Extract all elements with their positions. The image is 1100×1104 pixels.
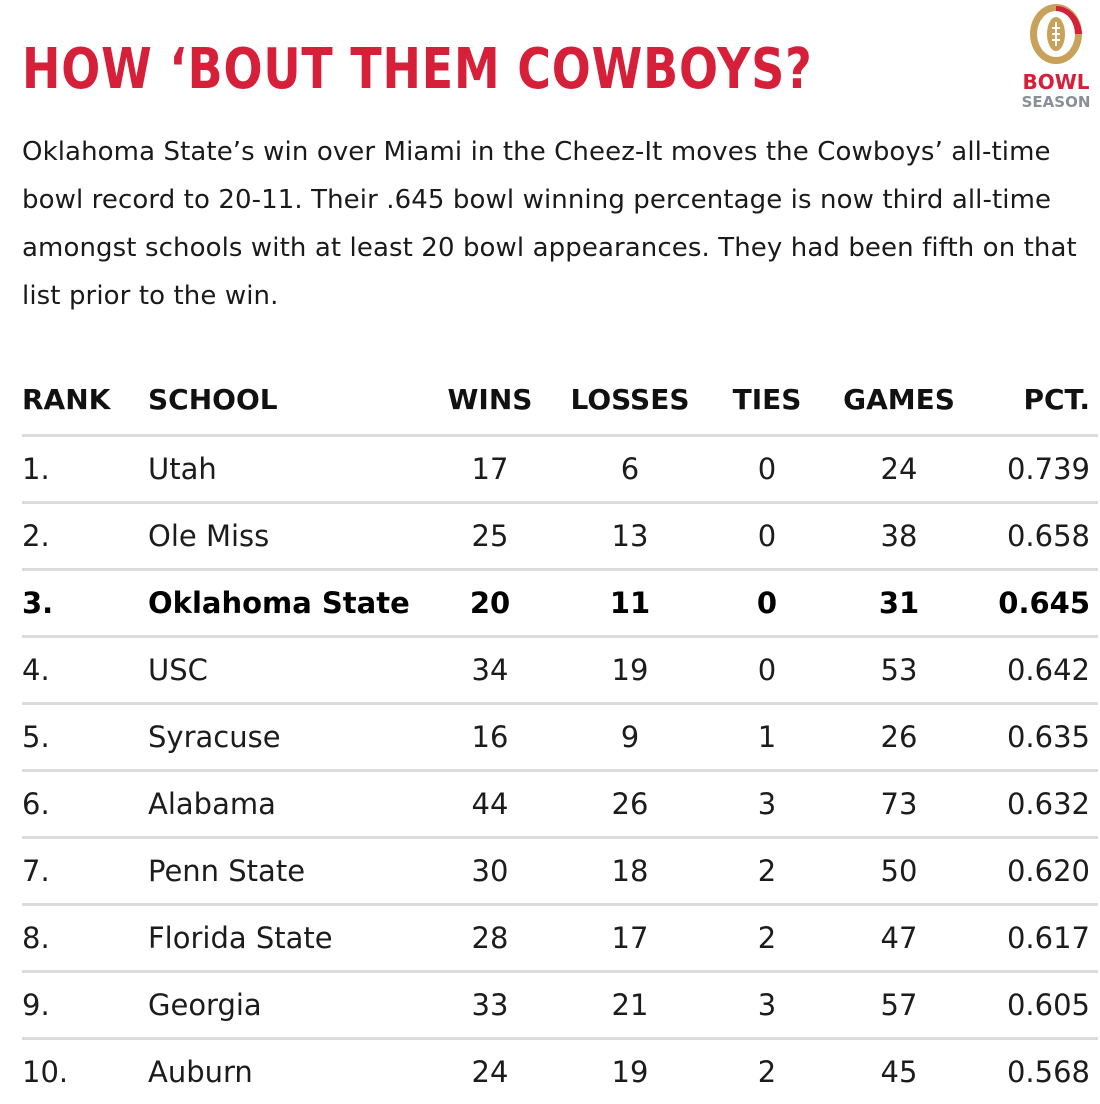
cell-rank: 7. bbox=[22, 854, 50, 888]
cell-games: 50 bbox=[880, 854, 918, 888]
cell-pct: 0.642 bbox=[1006, 653, 1090, 687]
cell-ties: 2 bbox=[757, 854, 777, 888]
cell-rank: 2. bbox=[22, 519, 50, 553]
cell-pct: 0.645 bbox=[998, 586, 1090, 620]
cell-rank: 9. bbox=[22, 988, 50, 1022]
cell-rank: 6. bbox=[22, 787, 50, 821]
header-ties: TIES bbox=[732, 383, 802, 416]
cell-games: 24 bbox=[880, 452, 918, 486]
cell-school: Ole Miss bbox=[148, 519, 270, 553]
header-wins: WINS bbox=[447, 383, 533, 416]
cell-ties: 0 bbox=[757, 452, 777, 486]
cell-pct: 0.658 bbox=[1006, 519, 1090, 553]
cell-school: Oklahoma State bbox=[148, 586, 410, 620]
cell-school: USC bbox=[148, 653, 208, 687]
table-row: 5. Syracuse 16 9 1 26 0.635 bbox=[22, 702, 1098, 769]
table-row: 1. Utah 17 6 0 24 0.739 bbox=[22, 434, 1098, 501]
cell-wins: 28 bbox=[471, 921, 509, 955]
cell-ties: 0 bbox=[757, 653, 777, 687]
header-losses: LOSSES bbox=[570, 383, 690, 416]
cell-pct: 0.739 bbox=[1006, 452, 1090, 486]
cell-losses: 13 bbox=[611, 519, 649, 553]
cell-ties: 0 bbox=[756, 586, 778, 620]
table-row: 7. Penn State 30 18 2 50 0.620 bbox=[22, 836, 1098, 903]
cell-school: Auburn bbox=[148, 1055, 253, 1089]
table-header-row: RANK SCHOOL WINS LOSSES TIES GAMES PCT. bbox=[22, 370, 1098, 434]
cell-rank: 1. bbox=[22, 452, 50, 486]
table-row-highlighted: 3. Oklahoma State 20 11 0 31 0.645 bbox=[22, 568, 1098, 635]
cell-ties: 1 bbox=[757, 720, 777, 754]
table-row: 10. Auburn 24 19 2 45 0.568 bbox=[22, 1037, 1098, 1104]
header-pct: PCT. bbox=[1023, 383, 1090, 416]
headline: HOW ‘BOUT THEM COWBOYS? bbox=[22, 37, 813, 102]
cell-pct: 0.617 bbox=[1006, 921, 1090, 955]
cell-rank: 5. bbox=[22, 720, 50, 754]
cell-losses: 17 bbox=[611, 921, 649, 955]
cell-pct: 0.620 bbox=[1006, 854, 1090, 888]
header-games: GAMES bbox=[843, 383, 955, 416]
table-row: 6. Alabama 44 26 3 73 0.632 bbox=[22, 769, 1098, 836]
intro-paragraph: Oklahoma State’s win over Miami in the C… bbox=[22, 137, 1077, 311]
table-row: 2. Ole Miss 25 13 0 38 0.658 bbox=[22, 501, 1098, 568]
cell-school: Alabama bbox=[148, 787, 276, 821]
cell-rank: 4. bbox=[22, 653, 50, 687]
cell-rank: 8. bbox=[22, 921, 50, 955]
cell-school: Georgia bbox=[148, 988, 262, 1022]
logo-text-season: SEASON bbox=[1021, 93, 1091, 111]
bowl-record-table: RANK SCHOOL WINS LOSSES TIES GAMES PCT. … bbox=[22, 370, 1098, 1104]
cell-losses: 19 bbox=[611, 653, 649, 687]
cell-wins: 20 bbox=[469, 586, 511, 620]
cell-games: 57 bbox=[880, 988, 918, 1022]
cell-losses: 18 bbox=[611, 854, 649, 888]
table-row: 4. USC 34 19 0 53 0.642 bbox=[22, 635, 1098, 702]
cell-rank: 10. bbox=[22, 1055, 69, 1089]
cell-ties: 3 bbox=[757, 787, 777, 821]
cell-games: 45 bbox=[880, 1055, 918, 1089]
cell-games: 31 bbox=[878, 586, 920, 620]
cell-games: 53 bbox=[880, 653, 918, 687]
cell-wins: 25 bbox=[471, 519, 509, 553]
cell-ties: 2 bbox=[757, 921, 777, 955]
cell-games: 73 bbox=[880, 787, 918, 821]
cell-games: 47 bbox=[880, 921, 918, 955]
logo-text-bowl: BOWL bbox=[1022, 70, 1090, 94]
cell-school: Florida State bbox=[148, 921, 333, 955]
cell-pct: 0.568 bbox=[1006, 1055, 1090, 1089]
cell-rank: 3. bbox=[22, 586, 54, 620]
cell-ties: 3 bbox=[757, 988, 777, 1022]
cell-school: Penn State bbox=[148, 854, 306, 888]
cell-wins: 33 bbox=[471, 988, 509, 1022]
cell-games: 38 bbox=[880, 519, 918, 553]
bowl-season-logo: BOWL SEASON bbox=[1014, 2, 1098, 112]
cell-wins: 44 bbox=[471, 787, 509, 821]
cell-pct: 0.635 bbox=[1006, 720, 1090, 754]
cell-school: Syracuse bbox=[148, 720, 281, 754]
cell-games: 26 bbox=[880, 720, 918, 754]
cell-wins: 24 bbox=[471, 1055, 509, 1089]
cell-wins: 16 bbox=[471, 720, 509, 754]
cell-losses: 26 bbox=[611, 787, 649, 821]
cell-losses: 6 bbox=[620, 452, 640, 486]
cell-losses: 9 bbox=[620, 720, 640, 754]
cell-ties: 0 bbox=[757, 519, 777, 553]
cell-ties: 2 bbox=[757, 1055, 777, 1089]
cell-losses: 19 bbox=[611, 1055, 649, 1089]
cell-losses: 11 bbox=[609, 586, 651, 620]
header-school: SCHOOL bbox=[148, 383, 278, 416]
cell-wins: 17 bbox=[471, 452, 509, 486]
cell-pct: 0.632 bbox=[1006, 787, 1090, 821]
cell-wins: 34 bbox=[471, 653, 509, 687]
cell-wins: 30 bbox=[471, 854, 509, 888]
cell-pct: 0.605 bbox=[1006, 988, 1090, 1022]
header-rank: RANK bbox=[22, 383, 111, 416]
cell-school: Utah bbox=[148, 452, 217, 486]
cell-losses: 21 bbox=[611, 988, 649, 1022]
table-row: 9. Georgia 33 21 3 57 0.605 bbox=[22, 970, 1098, 1037]
table-row: 8. Florida State 28 17 2 47 0.617 bbox=[22, 903, 1098, 970]
football-helmet-icon bbox=[1030, 4, 1082, 64]
